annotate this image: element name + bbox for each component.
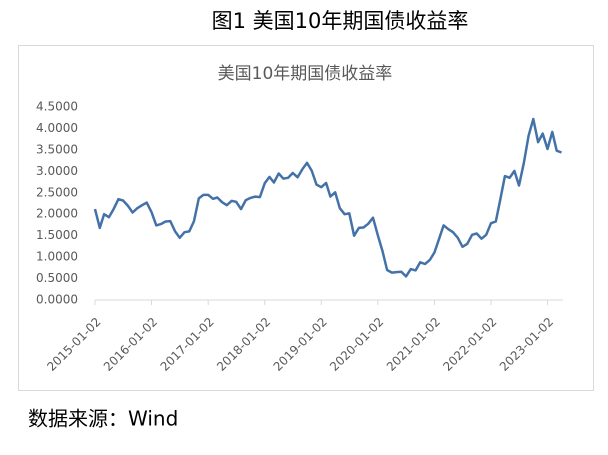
y-tick-label: 3.0000 [36, 164, 78, 178]
y-tick-label: 4.0000 [36, 121, 78, 135]
y-tick-label: 1.5000 [36, 228, 78, 242]
y-tick-label: 1.0000 [36, 250, 78, 264]
y-tick-label: 3.5000 [36, 142, 78, 156]
chart-title: 美国10年期国债收益率 [218, 64, 393, 84]
y-tick-label: 2.5000 [36, 185, 78, 199]
y-tick-label: 4.5000 [36, 100, 78, 114]
y-tick-label: 2.0000 [36, 207, 78, 221]
figure-caption: 图1 美国10年期国债收益率 [212, 9, 469, 33]
data-line [93, 117, 562, 278]
source-note: 数据来源：Wind [28, 407, 178, 431]
y-tick-label: 0.0000 [36, 293, 78, 307]
y-tick-label: 0.5000 [36, 271, 78, 285]
